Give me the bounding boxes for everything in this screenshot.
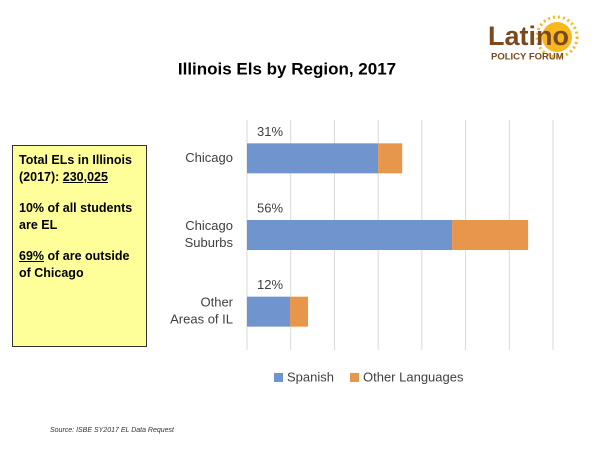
total-label: 31% [257, 124, 283, 139]
legend-label: Other Languages [363, 369, 464, 384]
chart-title: Illinois Els by Region, 2017 [178, 59, 396, 78]
total-label: 12% [257, 277, 283, 292]
total-line: Total ELs in Illinois (2017): 230,025 [19, 152, 140, 186]
logo-rays [535, 15, 579, 59]
outside-value: 69% [19, 249, 45, 263]
legend-swatch [274, 373, 283, 382]
logo-name: Latino [488, 21, 569, 51]
share-line: 10% of all students are EL [19, 201, 133, 232]
summary-box: Total ELs in Illinois (2017): 230,025 10… [12, 145, 147, 347]
total-value: 230,025 [62, 170, 108, 184]
y-tick-label: Chicago [185, 150, 233, 165]
bar-segment [452, 220, 529, 250]
bar-segment [378, 143, 403, 174]
y-tick-label: Other Areas of IL [170, 295, 234, 327]
total-label: Total ELs in Illinois (2017): [19, 153, 132, 184]
bar-segment [247, 220, 453, 250]
bar-segment [247, 143, 379, 174]
bar-segment [290, 296, 308, 327]
logo-sun [542, 22, 572, 52]
legend-swatch [350, 373, 359, 382]
legend-label: Spanish [287, 369, 334, 384]
source: Source: ISBE SY2017 EL Data Request [50, 427, 175, 434]
logo-subtitle: POLICY FORUM [491, 52, 564, 63]
total-label: 56% [257, 200, 283, 215]
y-tick-label: Chicago Suburbs [185, 218, 234, 250]
outside-line: 69% of are outside of Chicago [19, 248, 140, 282]
outside-label: of are outside of Chicago [19, 249, 130, 280]
bar-segment [247, 296, 291, 327]
